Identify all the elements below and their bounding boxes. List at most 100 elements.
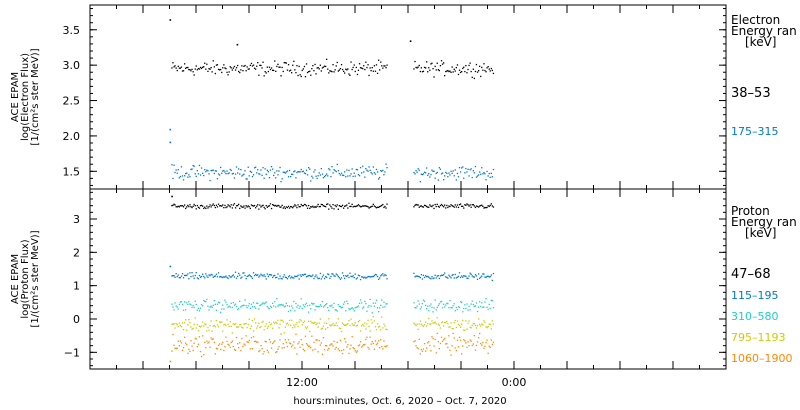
data-point [269, 203, 272, 205]
data-point [274, 60, 276, 62]
data-point [279, 206, 281, 208]
data-point [426, 205, 428, 208]
data-point [366, 276, 368, 279]
data-point [450, 307, 452, 309]
data-point [435, 172, 437, 175]
data-point [366, 336, 368, 338]
data-point [471, 204, 473, 206]
data-point [198, 164, 201, 167]
data-point [352, 347, 354, 349]
data-point [455, 349, 457, 352]
data-point [313, 171, 315, 173]
data-point [483, 320, 485, 322]
data-point [230, 341, 232, 344]
data-point [280, 181, 282, 183]
data-point [269, 68, 272, 71]
data-point [228, 275, 230, 277]
data-point [418, 169, 420, 171]
data-point [258, 322, 260, 324]
data-point [269, 274, 272, 276]
data-point [310, 347, 312, 349]
data-point [318, 306, 320, 308]
data-point [362, 345, 364, 347]
data-point [464, 204, 466, 206]
data-point [237, 275, 239, 277]
data-point [481, 302, 483, 304]
data-point [248, 318, 250, 320]
data-point [368, 207, 370, 209]
data-point [287, 205, 290, 207]
data-point [269, 169, 272, 171]
plot-frame [89, 188, 727, 370]
y-axis-label-line: log(Proton Flux) [20, 239, 31, 318]
data-point [384, 205, 386, 208]
data-point [421, 350, 424, 352]
data-point [275, 277, 277, 279]
data-point [193, 277, 195, 279]
data-point [439, 168, 442, 170]
data-point [485, 71, 487, 73]
data-point [272, 327, 274, 329]
data-point [180, 166, 183, 168]
data-point [205, 324, 207, 326]
y-tick-label: 0 [73, 313, 80, 326]
data-point [344, 72, 346, 74]
data-point [244, 274, 246, 277]
data-point [299, 274, 301, 276]
data-point [195, 338, 197, 340]
data-point [273, 305, 275, 307]
data-point [381, 204, 383, 207]
data-point [277, 174, 279, 176]
data-point [463, 177, 465, 179]
data-point [435, 205, 437, 208]
data-point [452, 328, 454, 330]
data-point [463, 339, 465, 341]
data-point [434, 321, 436, 323]
data-point [354, 307, 356, 309]
data-point [238, 307, 240, 310]
data-point [352, 324, 354, 326]
data-point [264, 325, 266, 327]
data-point [359, 206, 362, 208]
data-point [252, 64, 255, 66]
data-point [179, 205, 181, 207]
data-point [441, 63, 444, 65]
data-point [261, 303, 263, 305]
data-point [340, 172, 343, 174]
data-point [173, 323, 175, 325]
data-point [420, 323, 422, 325]
data-point [321, 301, 324, 303]
data-point [194, 317, 196, 319]
data-point [355, 306, 357, 309]
data-point [214, 275, 216, 277]
data-point [418, 303, 420, 305]
data-point [259, 326, 261, 329]
data-point [247, 205, 249, 207]
data-point [270, 347, 273, 349]
data-point [222, 341, 224, 343]
data-point [222, 170, 224, 172]
data-point [473, 205, 475, 207]
data-point [287, 176, 290, 178]
data-point [208, 274, 210, 276]
data-point [474, 305, 477, 307]
data-point [458, 324, 461, 327]
data-point [423, 171, 426, 173]
data-point [187, 324, 189, 326]
data-point [220, 275, 222, 278]
data-point [483, 172, 485, 174]
data-point [189, 69, 191, 71]
data-point [340, 205, 343, 208]
data-point [414, 276, 416, 278]
data-point [386, 328, 388, 331]
data-point [245, 335, 247, 337]
data-point [416, 305, 418, 307]
data-point [487, 66, 489, 68]
data-point [373, 275, 375, 277]
data-point [437, 179, 439, 181]
data-point [193, 342, 195, 344]
data-point [303, 350, 306, 352]
data-point [305, 205, 308, 207]
data-point [246, 206, 248, 208]
data-point [381, 274, 383, 276]
